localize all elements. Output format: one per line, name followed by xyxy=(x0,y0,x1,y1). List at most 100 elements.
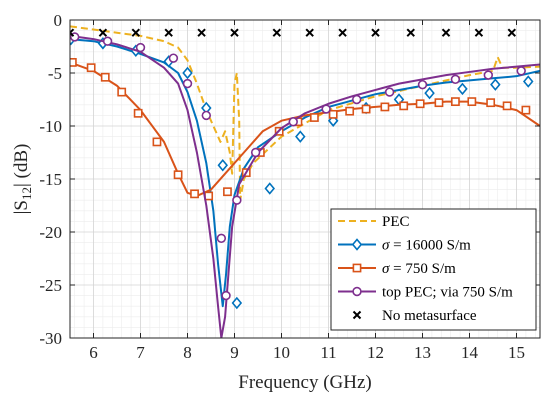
series-point-4-1 xyxy=(98,28,108,37)
legend-item-3: top PEC; via 750 S/m xyxy=(338,285,513,301)
legend-box xyxy=(330,208,537,331)
x-tick-label-13: 13 xyxy=(414,343,431,362)
series-point-3-6 xyxy=(216,233,227,244)
series-point-1-4 xyxy=(182,66,193,80)
series-point-4-6 xyxy=(272,28,282,37)
series-point-3-17 xyxy=(516,66,526,76)
x-tick-label-10: 10 xyxy=(273,343,290,362)
series-point-2-9 xyxy=(223,187,232,197)
series-point-1-13 xyxy=(424,86,435,100)
series-point-2-25 xyxy=(502,101,512,111)
series-point-2-3 xyxy=(117,87,127,97)
series-point-4-10 xyxy=(406,28,415,37)
x-tick-label-7: 7 xyxy=(136,343,145,362)
series-point-4-5 xyxy=(230,28,239,37)
y-tick-label--5: -5 xyxy=(48,64,62,83)
series-point-3-7 xyxy=(221,290,231,301)
series-point-3-5 xyxy=(201,110,212,121)
legend-label-3: top PEC; via 750 S/m xyxy=(382,285,513,301)
series-point-2-4 xyxy=(133,108,143,118)
x-tick-label-9: 9 xyxy=(230,343,239,362)
x-tick-label-12: 12 xyxy=(367,343,384,362)
series-point-1-15 xyxy=(490,78,501,91)
series-4 xyxy=(70,28,517,37)
series-point-3-10 xyxy=(288,117,298,127)
series-point-2-0 xyxy=(70,57,77,67)
series-line-3 xyxy=(70,34,540,338)
legend-label-4: No metasurface xyxy=(382,308,477,324)
y-axis-title-main: |S xyxy=(11,200,32,214)
series-point-1-6 xyxy=(217,158,228,172)
legend-label-sigma: σ xyxy=(382,238,390,254)
y-ticks: 0 -5 -10 -15 -20 -25 -30 xyxy=(39,11,540,348)
series-point-2-23 xyxy=(467,97,477,107)
series-point-2-6 xyxy=(173,170,183,180)
series-point-3-1 xyxy=(102,36,113,46)
series-point-3-9 xyxy=(250,147,261,158)
series-point-3-4 xyxy=(182,78,193,89)
series-point-4-11 xyxy=(441,28,451,37)
y-tick-label--25: -25 xyxy=(39,276,62,295)
legend-label-rest: = 750 S/m xyxy=(389,261,456,277)
series-point-3-2 xyxy=(135,42,146,53)
series-point-2-20 xyxy=(415,99,425,109)
series-point-2-7 xyxy=(190,189,199,199)
series-point-1-14 xyxy=(457,82,468,96)
series-point-2-5 xyxy=(152,137,162,147)
legend-item-0: PEC xyxy=(338,214,410,230)
series-point-2-24 xyxy=(486,98,496,108)
legend-marker-3 xyxy=(352,286,362,297)
legend-item-1: σ = 16000 S/m xyxy=(338,238,471,254)
y-axis-title: |S12| (dB) xyxy=(11,144,34,215)
series-point-1-8 xyxy=(264,182,275,195)
series-point-1-16 xyxy=(523,75,534,88)
legend-marker-4 xyxy=(352,310,362,320)
series-2 xyxy=(70,57,540,201)
series-point-1-7 xyxy=(231,296,243,310)
series-point-4-9 xyxy=(371,28,380,37)
y-axis-title-sub: 12 xyxy=(19,187,34,200)
series-line-2 xyxy=(70,61,540,197)
series-point-4-7 xyxy=(305,28,314,37)
series-point-2-2 xyxy=(100,72,110,82)
series-point-3-12 xyxy=(352,94,362,105)
x-tick-label-15: 15 xyxy=(508,343,525,362)
series-point-2-8 xyxy=(204,191,214,201)
y-tick-label--30: -30 xyxy=(39,329,62,348)
legend-label-0: PEC xyxy=(382,214,410,230)
series-point-2-26 xyxy=(521,105,531,115)
x-tick-label-14: 14 xyxy=(461,343,479,362)
series-point-2-14 xyxy=(309,113,319,122)
y-axis-title-rest: | (dB) xyxy=(11,144,32,187)
series-point-2-16 xyxy=(345,106,355,116)
series-point-2-19 xyxy=(399,101,409,111)
legend-label-1: σ = 16000 S/m xyxy=(382,238,471,254)
legend-label-2: σ = 750 S/m xyxy=(382,261,456,277)
series-point-1-9 xyxy=(295,130,306,143)
legend-label-rest: = 16000 S/m xyxy=(389,238,471,254)
series-point-4-13 xyxy=(507,28,517,37)
legend-item-2: σ = 750 S/m xyxy=(338,261,456,277)
series-point-2-15 xyxy=(328,109,338,119)
series-point-4-8 xyxy=(338,28,347,37)
series-point-3-8 xyxy=(232,195,242,205)
series-point-2-18 xyxy=(380,102,390,112)
y-tick-label--10: -10 xyxy=(39,117,62,136)
series-point-3-13 xyxy=(384,87,395,97)
legend-marker-2 xyxy=(352,263,362,273)
x-tick-label-6: 6 xyxy=(89,343,98,362)
series-point-2-17 xyxy=(361,104,371,114)
y-tick-label--20: -20 xyxy=(39,223,62,242)
series-point-3-15 xyxy=(450,74,461,85)
series-point-3-16 xyxy=(483,70,493,80)
series-point-3-11 xyxy=(321,104,331,114)
x-tick-label-11: 11 xyxy=(320,343,336,362)
series-point-4-12 xyxy=(474,28,484,37)
x-ticks: 6 7 8 9 10 11 12 13 14 15 xyxy=(89,20,525,362)
series-layer xyxy=(70,25,540,338)
series-line-0 xyxy=(70,25,540,202)
series-1 xyxy=(70,32,540,310)
